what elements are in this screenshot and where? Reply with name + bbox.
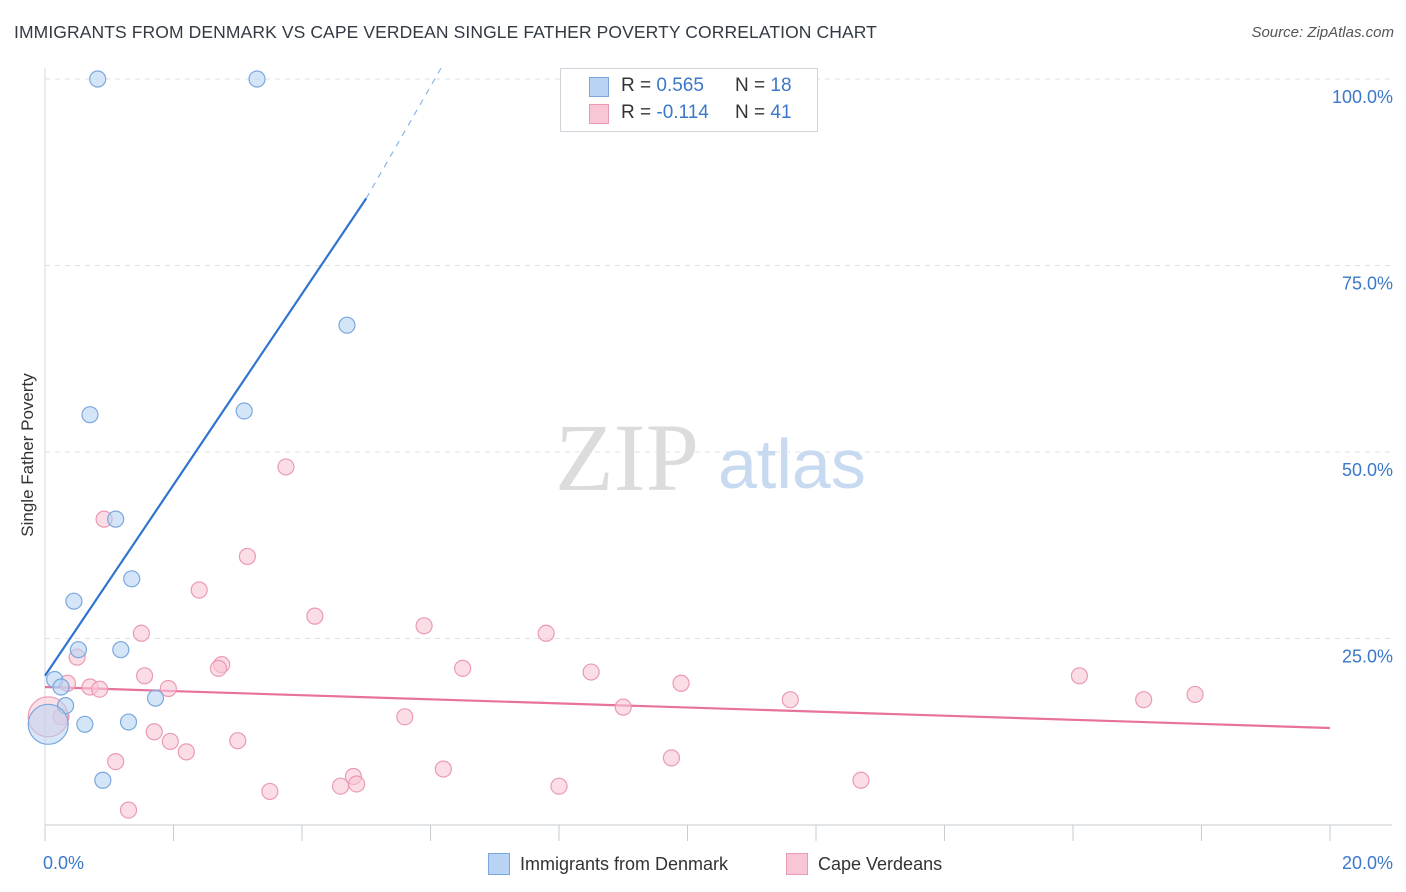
series-legend-denmark[interactable]: Immigrants from Denmark xyxy=(488,852,728,876)
trend-lines xyxy=(44,63,1331,730)
pink-data-point xyxy=(306,607,324,625)
pink-data-point xyxy=(434,760,452,778)
blue-data-point xyxy=(338,316,356,334)
y-tick-label: 50.0% xyxy=(1342,460,1393,480)
series-legend-cape-verdean[interactable]: Cape Verdeans xyxy=(786,852,942,876)
blue-data-point xyxy=(123,570,141,588)
pink-data-point xyxy=(331,777,350,795)
pink-data-point xyxy=(107,752,125,771)
pink-data-point xyxy=(852,771,870,789)
blue-data-point xyxy=(52,678,70,696)
pink-data-point xyxy=(781,691,799,709)
pink-data-point xyxy=(662,749,681,767)
pink-data-point xyxy=(145,723,163,741)
pink-data-point xyxy=(261,782,279,801)
blue-data-point xyxy=(248,70,266,88)
y-tick-label: 100.0% xyxy=(1332,87,1393,107)
x-tick-label-min: 0.0% xyxy=(43,853,84,873)
pink-data-point xyxy=(537,624,555,642)
blue-data-point xyxy=(119,713,138,731)
pink-data-point xyxy=(190,581,208,599)
legend-r-cape-verdean: R = -0.114 xyxy=(621,102,709,123)
blue-data-point xyxy=(65,592,83,610)
pink-data-point xyxy=(454,659,472,677)
pink-data-point xyxy=(1135,691,1153,709)
pink-data-point xyxy=(177,743,195,761)
pink-data-point xyxy=(277,458,295,476)
blue-trend-line xyxy=(44,197,368,677)
legend-swatch-pink xyxy=(589,104,609,124)
x-tick-label-max: 20.0% xyxy=(1342,853,1393,873)
y-tick-label: 25.0% xyxy=(1342,647,1393,667)
pink-data-point xyxy=(159,679,177,698)
series-label-cape-verdean: Cape Verdeans xyxy=(818,853,943,874)
pink-trend-line xyxy=(44,685,1331,730)
pink-data-point xyxy=(132,624,150,642)
blue-data-point xyxy=(81,406,99,424)
pink-data-point xyxy=(415,617,433,635)
pink-data-point xyxy=(1070,667,1089,685)
pink-data-point xyxy=(1186,685,1204,704)
series-swatch-pink xyxy=(786,853,808,875)
tick-labels: 25.0% 50.0% 75.0% 100.0% 0.0% 20.0% xyxy=(43,87,1393,873)
pink-data-point xyxy=(614,698,632,716)
pink-data-point xyxy=(672,674,690,692)
pink-data-point xyxy=(161,732,179,751)
blue-data-point xyxy=(146,689,165,707)
pink-data-point xyxy=(135,667,154,685)
blue-data-point xyxy=(69,641,88,659)
watermark-atlas: atlas xyxy=(718,425,866,503)
pink-data-point xyxy=(396,708,414,726)
blue-data-point xyxy=(89,70,107,88)
series-swatch-blue xyxy=(488,853,510,875)
blue-data-point xyxy=(107,510,125,528)
data-points xyxy=(27,70,1204,819)
series-label-denmark: Immigrants from Denmark xyxy=(520,853,729,874)
pink-data-point xyxy=(238,547,256,566)
y-axis-label: Single Father Poverty xyxy=(18,373,37,537)
blue-data-point xyxy=(94,771,112,789)
y-tick-label: 75.0% xyxy=(1342,274,1393,294)
legend-swatch-blue xyxy=(589,77,609,97)
pink-data-point xyxy=(209,659,228,677)
legend-r-denmark: R = 0.565 xyxy=(621,75,704,96)
watermark-zip: ZIP xyxy=(555,404,699,511)
legend-n-cape-verdean: N = 41 xyxy=(735,102,792,123)
blue-data-point xyxy=(112,641,130,659)
watermark: ZIP atlas xyxy=(555,404,866,511)
pink-data-point xyxy=(229,732,247,750)
pink-data-point xyxy=(119,801,138,819)
legend-n-denmark: N = 18 xyxy=(735,75,792,96)
gridlines xyxy=(45,78,1392,639)
pink-data-point xyxy=(348,775,366,793)
blue-data-point xyxy=(27,703,69,745)
correlation-legend: R = 0.565 N = 18 R = -0.114 N = 41 xyxy=(560,68,818,132)
pink-data-point xyxy=(582,663,600,681)
blue-trend-extension xyxy=(365,63,444,199)
pink-data-point xyxy=(550,777,568,795)
blue-data-point xyxy=(235,402,253,420)
source-credit: Source: ZipAtlas.com xyxy=(1251,24,1394,41)
pink-data-point xyxy=(91,680,109,698)
blue-data-point xyxy=(76,715,94,733)
chart-title: IMMIGRANTS FROM DENMARK VS CAPE VERDEAN … xyxy=(14,22,877,42)
